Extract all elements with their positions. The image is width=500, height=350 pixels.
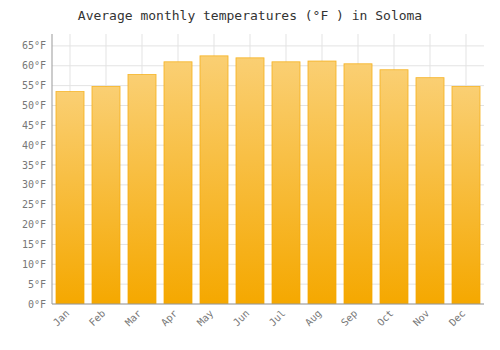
y-tick-label: 0°F	[28, 299, 46, 310]
x-tick-label: Aug	[303, 308, 324, 329]
bar	[416, 78, 444, 304]
x-tick-label: Nov	[411, 308, 432, 329]
bars	[56, 56, 480, 304]
x-tick-label: Oct	[375, 308, 396, 329]
y-tick-label: 40°F	[22, 140, 46, 151]
x-tick-label: May	[195, 308, 216, 329]
y-tick-label: 15°F	[22, 239, 46, 250]
y-tick-label: 55°F	[22, 80, 46, 91]
grid	[52, 34, 484, 304]
bar	[200, 56, 228, 304]
bar	[164, 62, 192, 304]
bar	[128, 75, 156, 305]
bar	[452, 86, 480, 304]
bar	[56, 92, 84, 304]
y-tick-label: 65°F	[22, 40, 46, 51]
y-tick-label: 45°F	[22, 120, 46, 131]
y-tick-label: 25°F	[22, 199, 46, 210]
y-tick-label: 60°F	[22, 60, 46, 71]
bar	[308, 61, 336, 304]
bar	[344, 64, 372, 304]
y-tick-label: 30°F	[22, 179, 46, 190]
y-tick-label: 50°F	[22, 100, 46, 111]
x-tick-label: Mar	[123, 308, 144, 329]
y-tick-label: 35°F	[22, 160, 46, 171]
bar	[92, 86, 120, 304]
x-tick-label: Dec	[447, 308, 468, 329]
x-axis-line	[52, 304, 484, 305]
y-axis: 0°F 5°F 10°F 15°F 20°F 25°F 30°F 35°F 40°F 45°F 50…	[22, 40, 46, 309]
x-axis: Jan Feb Mar Apr May Jun Jul Aug Sep Oct Nov Dec	[51, 308, 468, 329]
x-tick-label: Jul	[267, 308, 288, 329]
bar	[236, 58, 264, 304]
bar	[272, 62, 300, 304]
x-tick-label: Feb	[87, 308, 108, 329]
grid-line	[52, 65, 484, 66]
grid-line	[52, 304, 484, 305]
chart: Average monthly temperatures (°F ) in So…	[0, 0, 500, 350]
title: Average monthly temperatures (°F ) in So…	[78, 8, 422, 23]
x-tick-label: Apr	[159, 308, 180, 329]
x-tick-label: Jan	[51, 308, 72, 329]
x-tick-label: Jun	[231, 308, 252, 329]
y-tick-label: 5°F	[28, 279, 46, 290]
x-tick-label: Sep	[339, 308, 360, 329]
y-tick-label: 10°F	[22, 259, 46, 270]
y-axis-line	[52, 34, 53, 304]
bar	[380, 70, 408, 304]
grid-line	[52, 45, 484, 46]
y-tick-label: 20°F	[22, 219, 46, 230]
chart-container: Average monthly temperatures (°F ) in So…	[0, 0, 500, 350]
